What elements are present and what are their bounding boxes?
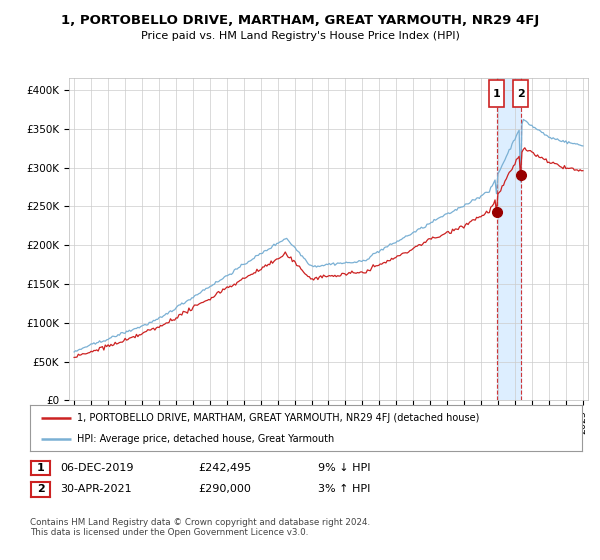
Text: 1, PORTOBELLO DRIVE, MARTHAM, GREAT YARMOUTH, NR29 4FJ: 1, PORTOBELLO DRIVE, MARTHAM, GREAT YARM… [61, 14, 539, 27]
Text: £290,000: £290,000 [198, 484, 251, 494]
FancyBboxPatch shape [490, 80, 504, 108]
Text: £242,495: £242,495 [198, 463, 251, 473]
Text: Price paid vs. HM Land Registry's House Price Index (HPI): Price paid vs. HM Land Registry's House … [140, 31, 460, 41]
Bar [497, 78, 521, 400]
Text: 3% ↑ HPI: 3% ↑ HPI [318, 484, 370, 494]
Text: 1: 1 [493, 88, 500, 99]
Text: 2: 2 [37, 484, 44, 494]
Text: 2: 2 [517, 88, 524, 99]
Text: 9% ↓ HPI: 9% ↓ HPI [318, 463, 371, 473]
FancyBboxPatch shape [514, 80, 528, 108]
Text: HPI: Average price, detached house, Great Yarmouth: HPI: Average price, detached house, Grea… [77, 434, 334, 444]
Text: 1: 1 [37, 463, 44, 473]
Text: 1, PORTOBELLO DRIVE, MARTHAM, GREAT YARMOUTH, NR29 4FJ (detached house): 1, PORTOBELLO DRIVE, MARTHAM, GREAT YARM… [77, 413, 479, 423]
Text: 06-DEC-2019: 06-DEC-2019 [60, 463, 133, 473]
Text: Contains HM Land Registry data © Crown copyright and database right 2024.
This d: Contains HM Land Registry data © Crown c… [30, 518, 370, 538]
Text: 30-APR-2021: 30-APR-2021 [60, 484, 131, 494]
